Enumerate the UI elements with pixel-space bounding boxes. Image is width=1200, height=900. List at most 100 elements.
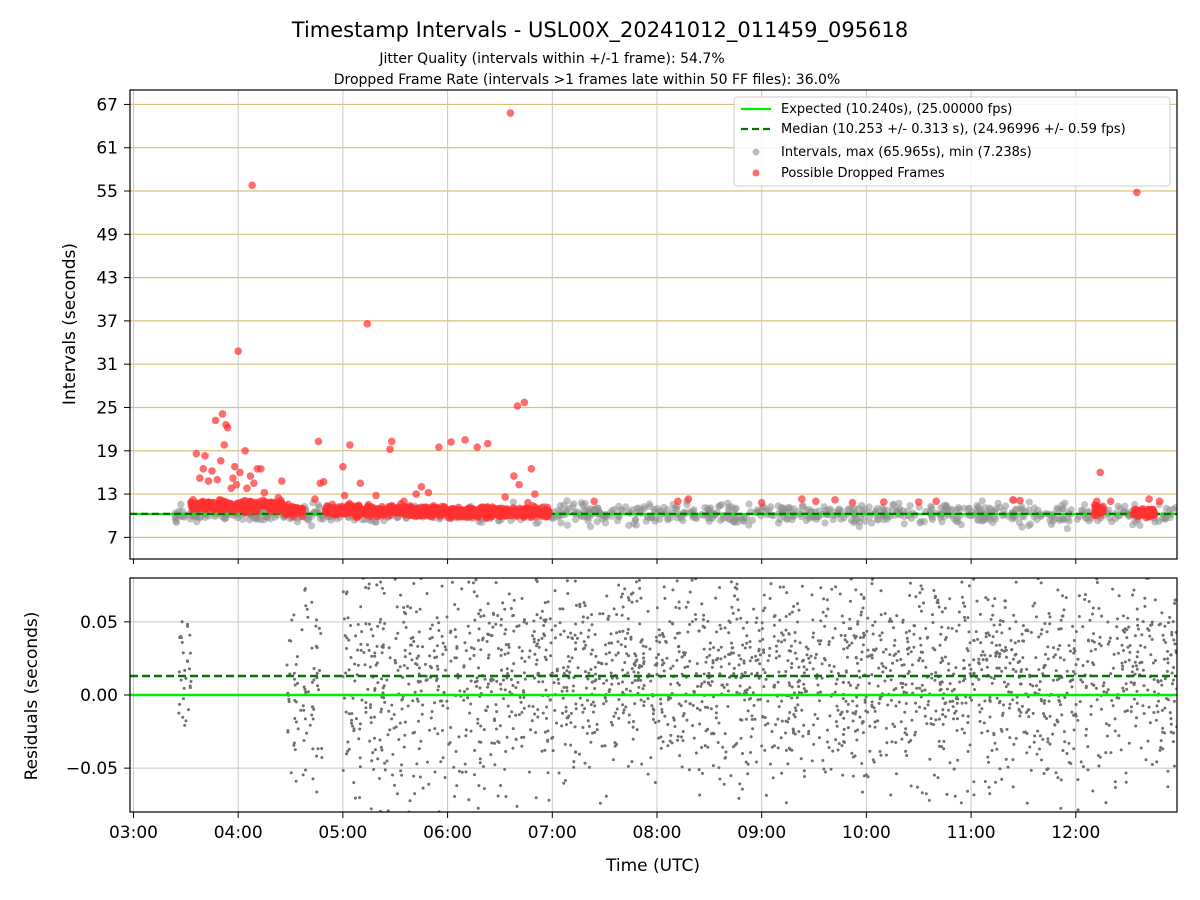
residual-point (623, 661, 627, 665)
interval-point (611, 506, 619, 514)
residual-point (629, 592, 633, 596)
dropped-frame-point (246, 472, 255, 480)
residual-point (991, 635, 995, 639)
residual-point (859, 610, 863, 614)
residual-point (674, 605, 678, 609)
residual-point (539, 563, 542, 566)
dropped-frame-point (311, 495, 319, 503)
residual-point (560, 711, 564, 715)
residual-point (659, 735, 663, 739)
residual-point (639, 698, 643, 702)
residual-point (669, 682, 673, 686)
residual-point (727, 631, 731, 635)
residual-point (406, 604, 410, 608)
residual-point (963, 677, 967, 681)
residual-point (700, 682, 704, 686)
residual-point (481, 765, 485, 769)
interval-point (943, 505, 951, 513)
residual-point (967, 630, 971, 634)
interval-point (632, 521, 640, 529)
residual-point (914, 595, 918, 599)
residual-point (630, 600, 634, 604)
residual-point (807, 732, 811, 736)
residual-point (732, 666, 736, 670)
residual-point (758, 697, 762, 701)
residual-point (376, 757, 380, 761)
residual-point (542, 624, 546, 628)
residual-point (884, 753, 888, 757)
residual-point (640, 762, 644, 766)
residual-point (587, 671, 591, 675)
residual-point (528, 770, 532, 774)
residual-point (702, 613, 706, 617)
residual-point (816, 683, 820, 687)
residual-point (686, 600, 690, 604)
residual-point (881, 670, 885, 674)
residual-point (1021, 624, 1025, 628)
residual-point (463, 641, 467, 645)
residual-point (435, 677, 439, 681)
dropped-frame-point (684, 495, 693, 503)
residual-point (478, 608, 482, 612)
residual-point (1153, 659, 1157, 663)
interval-point (622, 503, 630, 511)
residual-point (1059, 778, 1063, 782)
residual-point (906, 652, 910, 656)
residual-point (584, 643, 588, 647)
residual-point (881, 569, 884, 572)
residual-point (835, 704, 839, 708)
residual-point (492, 717, 496, 721)
residual-point (578, 696, 582, 700)
interval-point (645, 500, 654, 508)
residual-point (804, 645, 808, 649)
residual-point (723, 732, 727, 736)
residual-point (868, 724, 872, 728)
residual-point (349, 624, 353, 628)
residual-point (816, 639, 820, 643)
residual-point (711, 661, 715, 665)
residual-point (493, 741, 497, 745)
residual-point (790, 685, 794, 689)
residual-point (412, 774, 416, 778)
interval-point (1026, 520, 1035, 528)
residual-point (183, 668, 187, 672)
residual-point (354, 634, 358, 638)
residual-point (1173, 598, 1177, 602)
residual-point (564, 779, 568, 783)
residual-point (937, 605, 941, 609)
residual-point (840, 614, 844, 618)
dropped-frame-point (376, 510, 384, 518)
residual-point (848, 683, 852, 687)
residual-point (990, 641, 994, 645)
residual-point (543, 655, 547, 659)
residual-point (362, 560, 365, 563)
residual-point (435, 563, 438, 566)
residual-point (1052, 574, 1055, 577)
residual-point (600, 744, 604, 748)
residual-point (1004, 645, 1008, 649)
residual-point (912, 645, 916, 649)
residual-point (494, 581, 498, 585)
residual-point (453, 656, 457, 660)
residual-point (441, 652, 445, 656)
residual-point (1146, 688, 1150, 692)
residual-point (792, 604, 796, 608)
residual-point (811, 635, 815, 639)
residual-point (818, 642, 822, 646)
residual-point (466, 817, 469, 820)
residual-point (627, 713, 631, 717)
residual-point (466, 624, 470, 628)
residual-point (1098, 635, 1102, 639)
residual-point (534, 562, 537, 565)
residual-point (795, 620, 799, 624)
residual-point (469, 729, 473, 733)
residual-point (659, 702, 663, 706)
residual-point (1141, 704, 1145, 708)
residual-point (428, 637, 432, 641)
residual-point (626, 596, 630, 600)
interval-point (906, 502, 914, 510)
residual-point (660, 658, 664, 662)
dropped-frame-point (1091, 509, 1100, 517)
residual-point (508, 714, 512, 718)
residual-point (856, 683, 860, 687)
